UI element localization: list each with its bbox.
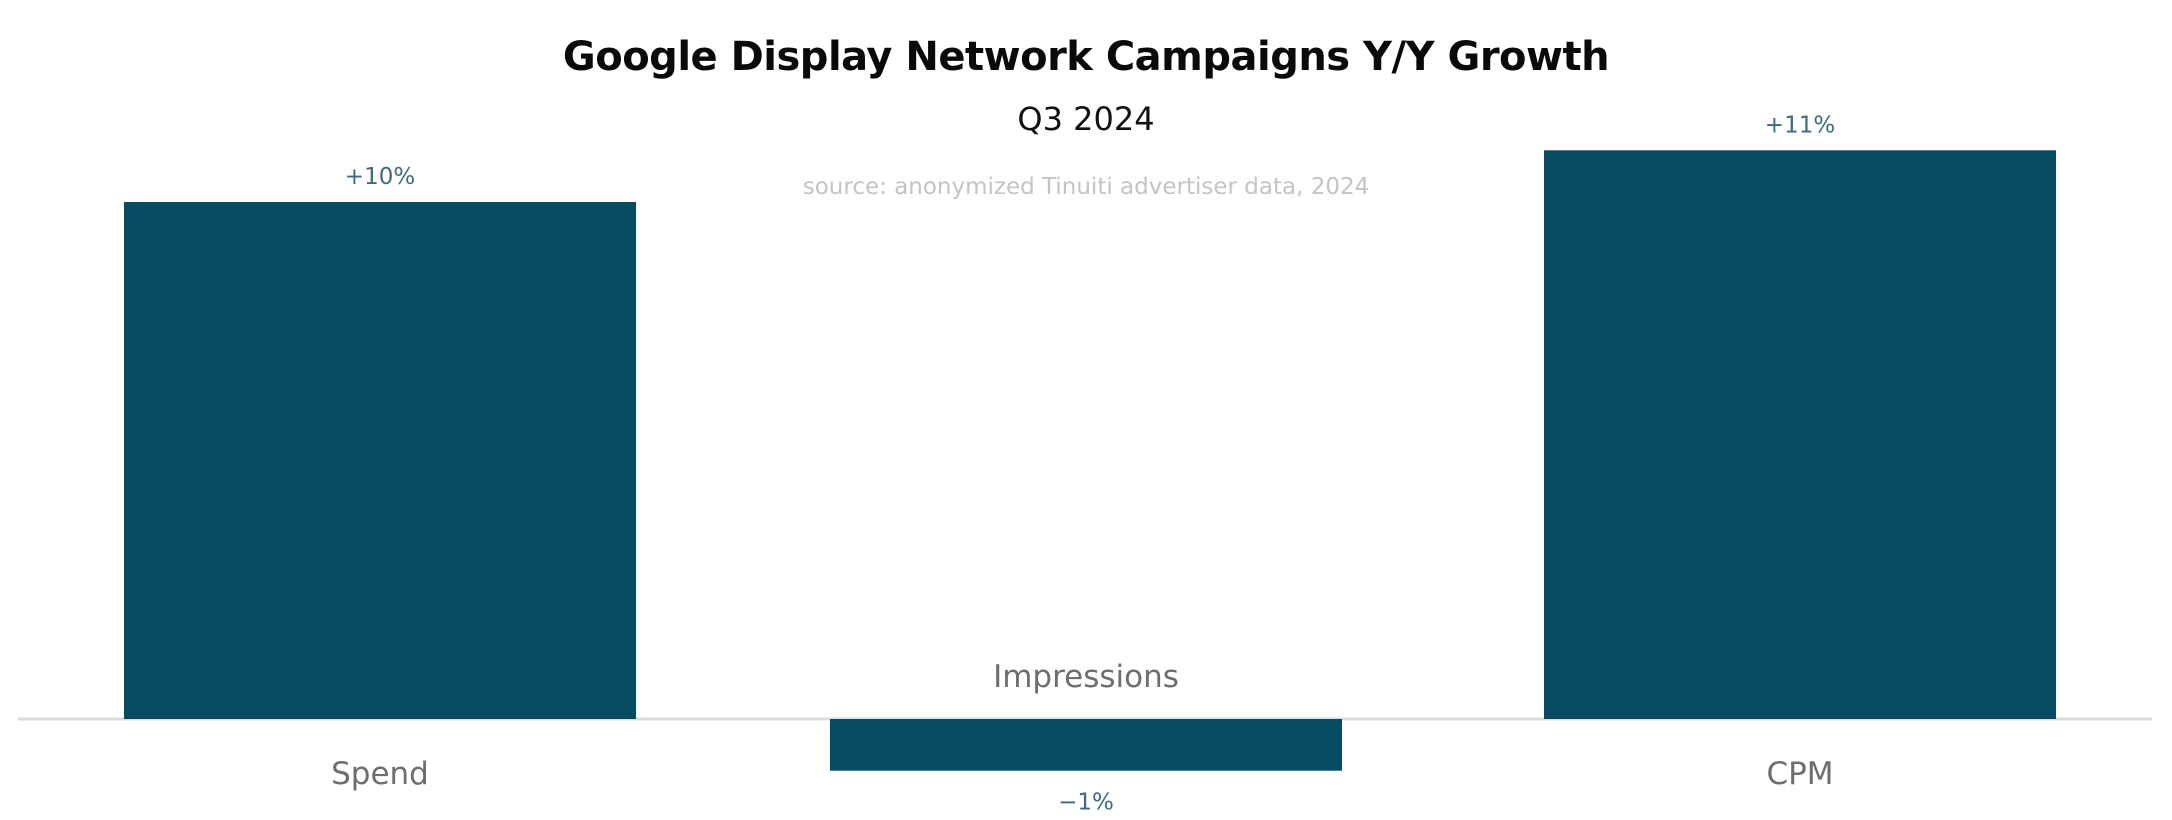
chart-title: Google Display Network Campaigns Y/Y Gro… xyxy=(562,34,1610,80)
chart-subtitle: Q3 2024 xyxy=(1017,100,1155,138)
chart-source-note: source: anonymized Tinuiti advertiser da… xyxy=(802,174,1370,200)
value-label-impressions: −1% xyxy=(1058,790,1114,816)
category-label-spend: Spend xyxy=(331,756,429,792)
bar-spend xyxy=(124,202,636,719)
bar-impressions xyxy=(830,719,1342,771)
value-label-spend: +10% xyxy=(345,164,415,190)
category-label-impressions: Impressions xyxy=(993,659,1179,695)
value-label-cpm: +11% xyxy=(1765,112,1835,138)
category-label-cpm: CPM xyxy=(1766,756,1833,792)
bar-cpm xyxy=(1544,150,2056,720)
